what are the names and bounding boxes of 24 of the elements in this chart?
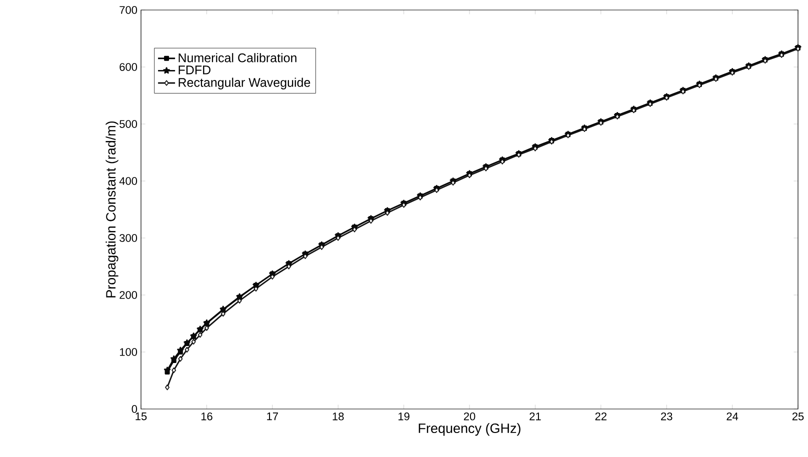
y-tick-label: 700 <box>120 6 138 14</box>
x-tick-label: 25 <box>792 412 804 420</box>
x-tick-label: 17 <box>267 412 278 420</box>
legend-label: FDFD <box>178 66 210 74</box>
y-tick-label: 400 <box>119 177 138 185</box>
x-tick-label: 22 <box>595 412 606 420</box>
y-tick-label: 0 <box>132 405 138 413</box>
y-axis-title: Propagation Constant (rad/m) <box>106 121 118 298</box>
x-tick-label: 18 <box>332 412 344 420</box>
x-tick-label: 24 <box>726 412 738 420</box>
y-tick-label: 500 <box>120 120 138 128</box>
x-tick-label: 21 <box>530 412 541 420</box>
x-tick-label: 16 <box>201 412 212 420</box>
x-tick-label: 23 <box>661 412 672 420</box>
x-tick-label: 20 <box>464 412 476 420</box>
legend-label: Rectangular Waveguide <box>178 78 310 90</box>
x-axis-title: Frequency (GHz) <box>418 423 520 436</box>
x-tick-label: 19 <box>398 412 410 420</box>
x-tick-label: 15 <box>136 412 147 420</box>
y-tick-label: 200 <box>120 291 138 299</box>
y-tick-label: 100 <box>120 348 138 356</box>
y-tick-label: 300 <box>120 234 138 242</box>
legend-label: Numerical Calibration <box>178 53 296 62</box>
y-tick-label: 600 <box>120 63 138 71</box>
